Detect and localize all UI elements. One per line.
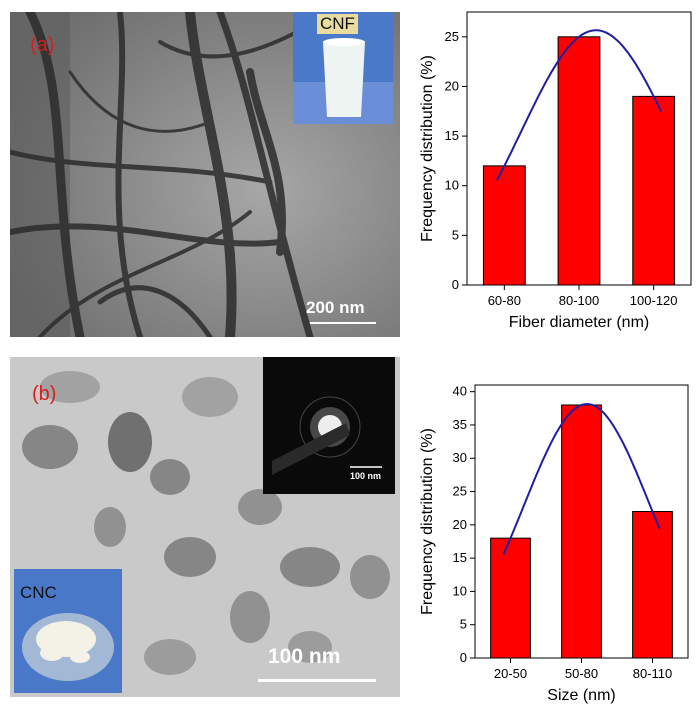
x-axis-label-1: Size (nm) [547, 687, 615, 704]
y-tick-label-0-2: 10 [445, 178, 459, 193]
x-tick-label-0-1: 80-100 [559, 293, 599, 308]
scale-bar-a [310, 322, 376, 324]
bar-1-1 [561, 404, 602, 659]
y-tick-label-0-4: 20 [445, 78, 459, 93]
x-tick-label-0-0: 60-80 [488, 293, 521, 308]
plot-frame-0 [466, 11, 692, 286]
y-tick-label-1-2: 10 [453, 583, 467, 598]
tem-cnc-particles [10, 357, 400, 697]
tem-image-cnc: (b) 100 nm CNC 100 nm [10, 357, 400, 697]
y-tick-label-1-4: 20 [453, 517, 467, 532]
y-tick-label-0-5: 25 [445, 29, 459, 44]
saed-scale-text: 100 nm [350, 471, 382, 481]
bar-0-1 [557, 36, 601, 286]
y-tick-label-0-1: 5 [452, 227, 459, 242]
plot-frame-1 [474, 384, 689, 659]
cnc-inset-label: CNC [20, 583, 57, 602]
y-tick-label-1-8: 40 [453, 384, 467, 399]
bar-1-0 [490, 537, 531, 659]
x-tick-label-0-2: 100-120 [630, 293, 678, 308]
y-tick-label-0-0: 0 [452, 277, 459, 292]
y-tick-label-0-3: 15 [445, 128, 459, 143]
tem-image-cnf: CNF (a) 200 nm [10, 12, 400, 337]
scale-bar-b [258, 679, 376, 682]
x-axis-label-0: Fiber diameter (nm) [509, 314, 649, 331]
chart-fiber-diameter: 60-80 80-100 100-120 0 5 10 15 20 25 Fiber diamet… [419, 11, 692, 331]
x-tick-label-1-2: 80-110 [633, 666, 673, 681]
scale-bar-b-text: 100 nm [268, 645, 341, 668]
y-tick-label-1-0: 0 [460, 650, 467, 665]
y-tick-label-1-5: 25 [453, 484, 467, 499]
cnf-inset-label: CNF [317, 14, 358, 34]
y-axis-label-0: Frequency distribution (%) [419, 55, 436, 242]
x-tick-label-1-1: 50-80 [565, 666, 598, 681]
chart-size: 20-50 50-80 80-110 0 5 10 15 20 25 30 35 40 Size (nm… [419, 384, 689, 704]
cnf-inset-photo: CNF [293, 12, 393, 124]
bar-0-0 [482, 165, 526, 286]
scale-bar-a-text: 200 nm [306, 298, 365, 317]
y-tick-label-1-6: 30 [453, 450, 467, 465]
bar-1-2 [632, 511, 673, 659]
fit-curve-1 [502, 402, 661, 555]
y-tick-label-1-3: 15 [453, 550, 467, 565]
x-tick-label-1-0: 20-50 [494, 666, 527, 681]
y-axis-label-1: Frequency distribution (%) [419, 428, 436, 615]
y-tick-label-1-1: 5 [460, 617, 467, 632]
fit-curve-0 [496, 29, 663, 181]
panel-a-label: (a) [30, 34, 55, 56]
bar-0-2 [632, 95, 676, 286]
y-tick-label-1-7: 35 [453, 417, 467, 432]
panel-b-label: (b) [32, 383, 57, 405]
